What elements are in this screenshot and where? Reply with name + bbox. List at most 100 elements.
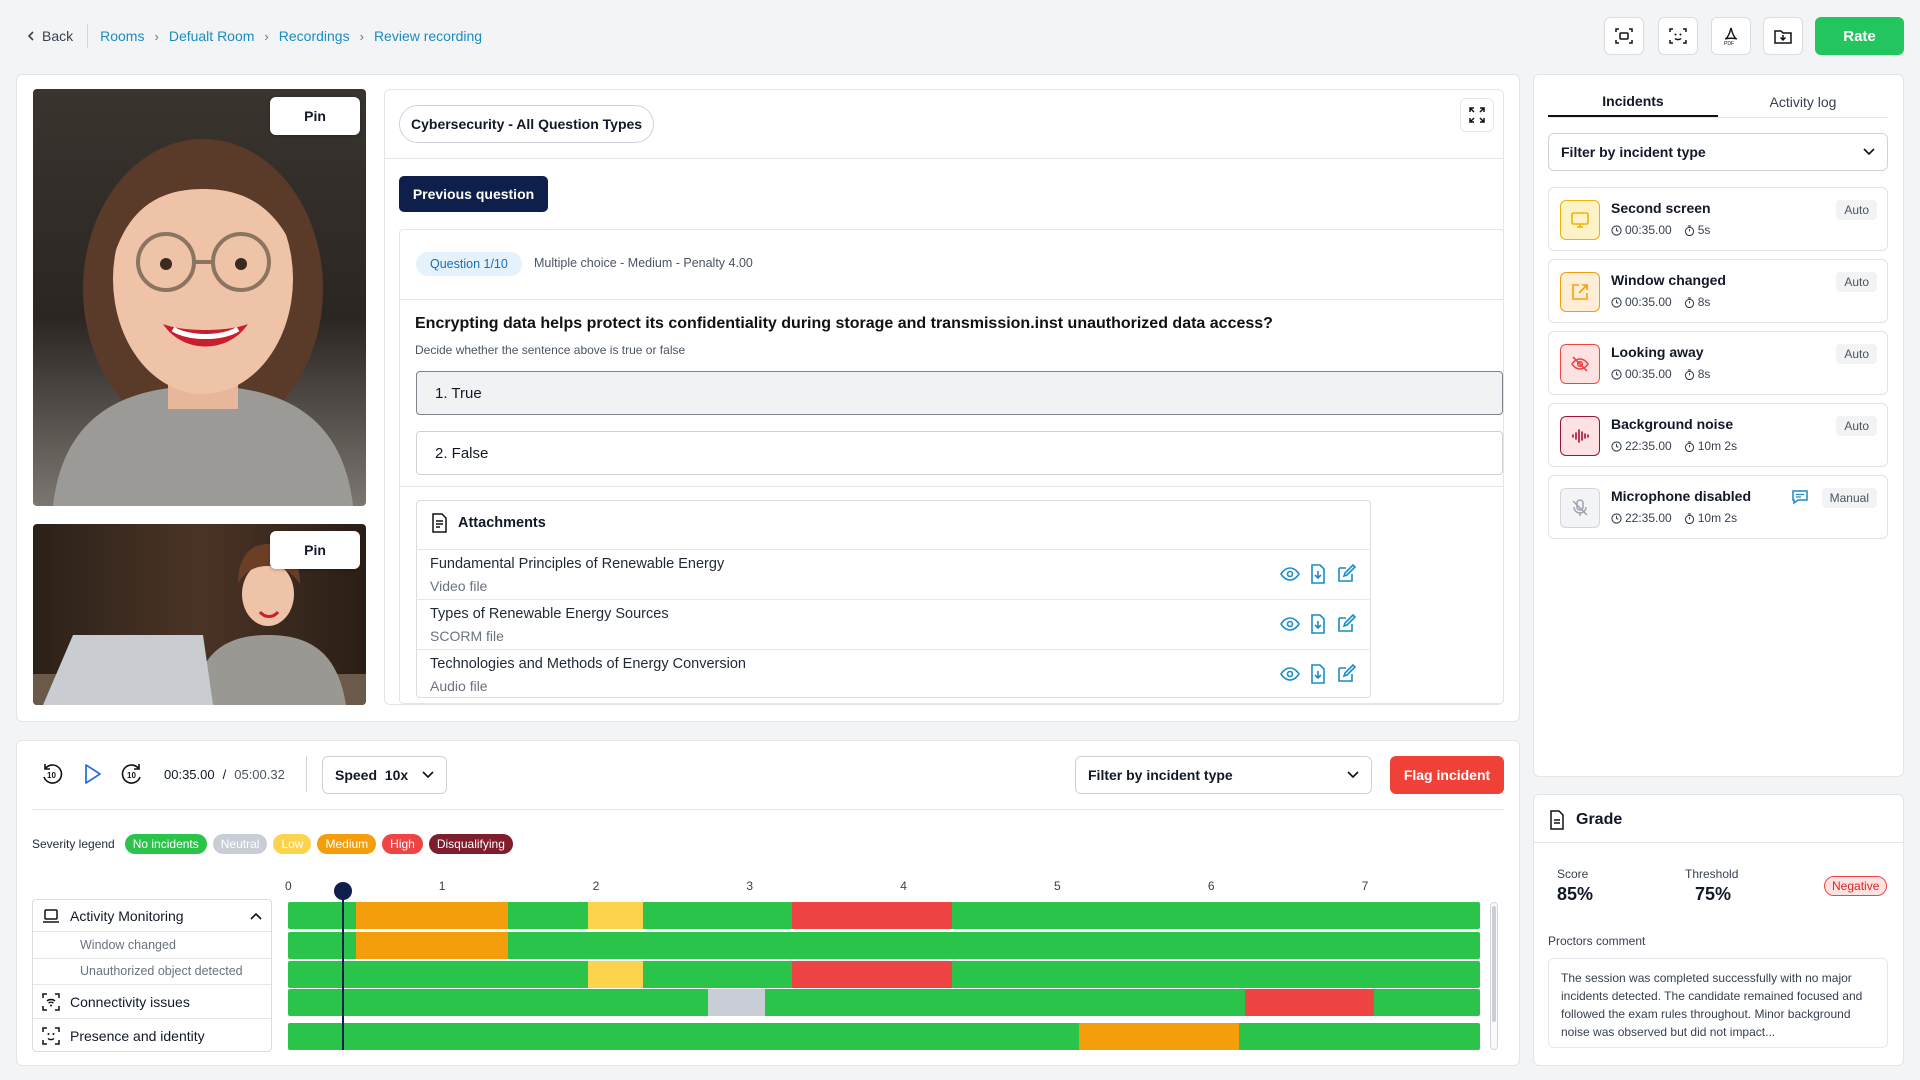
comment-icon[interactable]: [1791, 488, 1809, 506]
timeline-scrollbar[interactable]: [1490, 902, 1498, 1050]
download-file-icon[interactable]: [1308, 664, 1328, 684]
breadcrumb-review[interactable]: Review recording: [373, 28, 483, 44]
audio-wave-icon: [1572, 429, 1589, 443]
attachment-title: Fundamental Principles of Renewable Ener…: [430, 556, 725, 572]
incident-card[interactable]: Second screen 00:35.00 5s Auto: [1548, 187, 1888, 251]
back-button[interactable]: Back: [26, 24, 89, 48]
incident-duration: 8s: [1697, 367, 1711, 381]
incident-tag: Auto: [1836, 272, 1877, 292]
forward-10-icon[interactable]: 10: [120, 762, 144, 786]
face-scan-icon: [1669, 28, 1687, 44]
back-label: Back: [42, 28, 74, 44]
incident-time: 22:35.00: [1625, 511, 1672, 525]
tab-incidents[interactable]: Incidents: [1548, 86, 1718, 117]
svg-text:PDF: PDF: [1724, 41, 1734, 46]
flag-incident-button[interactable]: Flag incident: [1390, 756, 1504, 794]
threshold-label: Threshold: [1685, 867, 1739, 881]
rewind-10-icon[interactable]: 10: [40, 762, 64, 786]
timeline-track-window[interactable]: [288, 932, 1480, 959]
incident-card[interactable]: Looking away 00:35.00 8s Auto: [1548, 331, 1888, 395]
edit-icon[interactable]: [1336, 614, 1356, 634]
incident-tag: Auto: [1836, 416, 1877, 436]
category-label: Activity Monitoring: [70, 908, 184, 924]
chevron-left-icon: [27, 31, 34, 41]
chevron-up-icon: [250, 912, 262, 920]
grade-header: Grade: [1548, 810, 1622, 830]
subcategory-unauthorized-object[interactable]: Unauthorized object detected: [80, 964, 243, 978]
incident-segment-medium[interactable]: [355, 902, 508, 929]
time-divider: /: [222, 767, 227, 782]
tab-activity-log[interactable]: Activity log: [1769, 93, 1837, 110]
breadcrumb-room[interactable]: Defualt Room: [168, 28, 255, 44]
timer-icon: [1684, 224, 1694, 236]
speed-select[interactable]: Speed 10x: [322, 756, 447, 794]
edit-icon[interactable]: [1336, 664, 1356, 684]
category-label: Connectivity issues: [70, 994, 190, 1010]
divider: [33, 958, 271, 959]
face-scan-button[interactable]: [1658, 17, 1698, 55]
previous-question-button[interactable]: Previous question: [399, 176, 548, 212]
category-activity[interactable]: Activity Monitoring: [32, 904, 272, 928]
screenshot-button[interactable]: [1604, 17, 1644, 55]
subcategory-window-changed[interactable]: Window changed: [80, 938, 176, 952]
timeline-track-object[interactable]: [288, 961, 1480, 988]
incident-title: Window changed: [1611, 272, 1726, 288]
legend-disqualifying: Disqualifying: [428, 834, 513, 854]
exam-title-chip: Cybersecurity - All Question Types: [399, 105, 655, 143]
incident-card[interactable]: Background noise 22:35.00 10m 2s Auto: [1548, 403, 1888, 467]
folder-download-button[interactable]: [1763, 17, 1803, 55]
category-presence[interactable]: Presence and identity: [32, 1024, 272, 1048]
answer-option-true[interactable]: 1. True: [416, 371, 1503, 415]
download-file-icon[interactable]: [1308, 564, 1328, 584]
pdf-export-button[interactable]: PDF: [1711, 17, 1751, 55]
timer-icon: [1684, 296, 1694, 308]
fullscreen-icon: [1469, 107, 1485, 123]
incident-segment-neutral[interactable]: [707, 989, 765, 1016]
legend-no-incidents: No incidents: [124, 834, 207, 854]
speed-value: 10x: [384, 767, 409, 783]
player-incident-filter[interactable]: Filter by incident type: [1075, 756, 1372, 794]
external-window-icon: [1572, 284, 1588, 300]
incident-segment-medium[interactable]: [1078, 1023, 1239, 1050]
incident-card[interactable]: Microphone disabled 22:35.00 10m 2s Manu…: [1548, 475, 1888, 539]
question-meta: Multiple choice - Medium - Penalty 4.00: [534, 256, 753, 270]
edit-icon[interactable]: [1336, 564, 1356, 584]
laptop-icon: [43, 909, 59, 923]
pin-button-main[interactable]: Pin: [270, 97, 360, 135]
eye-icon[interactable]: [1280, 564, 1300, 584]
side-incident-filter[interactable]: Filter by incident type: [1548, 133, 1888, 171]
eye-icon[interactable]: [1280, 614, 1300, 634]
timeline-track-connectivity[interactable]: [288, 989, 1480, 1016]
category-connectivity[interactable]: Connectivity issues: [32, 990, 272, 1014]
download-file-icon[interactable]: [1308, 614, 1328, 634]
eye-icon[interactable]: [1280, 664, 1300, 684]
incident-segment-low[interactable]: [587, 902, 644, 929]
pin-button-secondary[interactable]: Pin: [270, 531, 360, 569]
timeline-tick-3: 3: [746, 879, 754, 893]
timeline-tick-0: 0: [285, 879, 292, 893]
incident-segment-high[interactable]: [792, 961, 953, 988]
clock-icon: [1611, 440, 1622, 452]
answer-option-false[interactable]: 2. False: [416, 431, 1503, 475]
fullscreen-button[interactable]: [1460, 98, 1494, 132]
timeline-track-activity[interactable]: [288, 902, 1480, 929]
incident-segment-low[interactable]: [587, 961, 644, 988]
incident-tag: Auto: [1836, 344, 1877, 364]
incident-duration: 5s: [1697, 223, 1711, 237]
filter-label: Filter by incident type: [1561, 144, 1706, 160]
divider: [399, 299, 1504, 300]
timeline-track-presence[interactable]: [288, 1023, 1480, 1050]
rate-button[interactable]: Rate: [1815, 17, 1904, 55]
incident-segment-high[interactable]: [792, 902, 953, 929]
play-icon[interactable]: [80, 762, 104, 786]
breadcrumb-rooms[interactable]: Rooms: [100, 28, 145, 44]
incident-segment-high[interactable]: [1244, 989, 1374, 1016]
main-video[interactable]: [33, 89, 366, 506]
incident-segment-medium[interactable]: [355, 932, 508, 959]
incident-meta: 00:35.00 5s: [1611, 223, 1710, 237]
breadcrumb-recordings[interactable]: Recordings: [278, 28, 350, 44]
folder-download-icon: [1774, 30, 1792, 44]
playhead-handle[interactable]: [333, 882, 352, 900]
incident-card[interactable]: Window changed 00:35.00 8s Auto: [1548, 259, 1888, 323]
question-hint: Decide whether the sentence above is tru…: [415, 343, 686, 357]
